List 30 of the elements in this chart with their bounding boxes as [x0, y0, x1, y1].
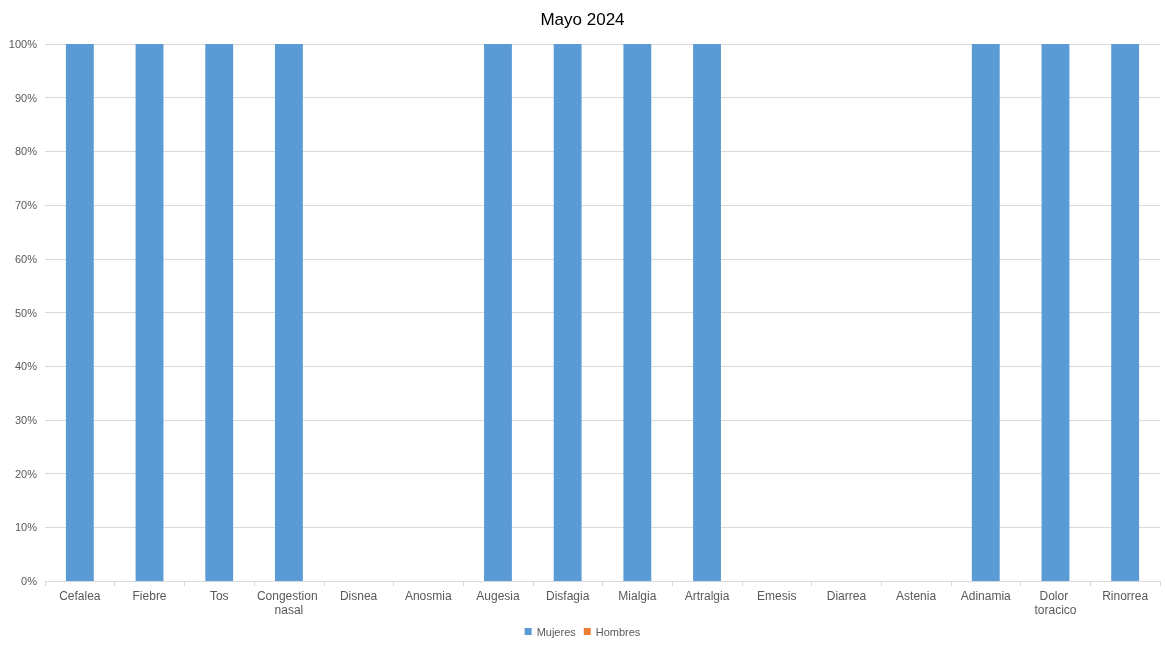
x-tick-label: Artralgia — [684, 589, 730, 603]
y-tick-label: 0% — [21, 575, 38, 587]
x-tick-label: Emesis — [757, 589, 797, 603]
y-tick-label: 100% — [8, 38, 38, 50]
x-tick-label: Diarrea — [826, 589, 867, 603]
legend-label: Mujeres — [536, 625, 577, 638]
y-tick-label: 10% — [14, 521, 38, 534]
y-tick-label: 90% — [14, 91, 38, 104]
x-tick-label: Mialgia — [618, 589, 657, 603]
y-tick-label: 20% — [14, 467, 38, 480]
y-tick-label: 50% — [14, 306, 38, 319]
x-tick-label: Cefalea — [59, 589, 101, 603]
x-tick-label: Fiebre — [132, 589, 167, 603]
x-tick-label: Augesia — [476, 589, 520, 603]
x-tick-label: Tos — [209, 589, 229, 603]
x-tick-label: Rinorrea — [1102, 589, 1149, 603]
chart-title: Mayo 2024 — [540, 10, 625, 29]
y-tick-label: 40% — [14, 360, 38, 373]
x-tick-label: Disfagia — [545, 589, 590, 603]
x-tick-label: Adinamia — [960, 589, 1012, 603]
x-tick-label: Anosmia — [404, 589, 452, 603]
y-tick-label: 60% — [14, 252, 38, 265]
x-tick-label: Astenia — [896, 589, 937, 603]
x-tick-label: Disnea — [339, 589, 378, 603]
x-tick-label: Congestion nasal — [256, 589, 321, 617]
y-tick-label: 70% — [14, 199, 38, 212]
x-tick-label: Dolor toracico — [1034, 589, 1077, 617]
y-tick-label: 30% — [14, 413, 38, 426]
legend-label: Hombres — [595, 625, 641, 638]
y-tick-label: 80% — [14, 145, 38, 158]
